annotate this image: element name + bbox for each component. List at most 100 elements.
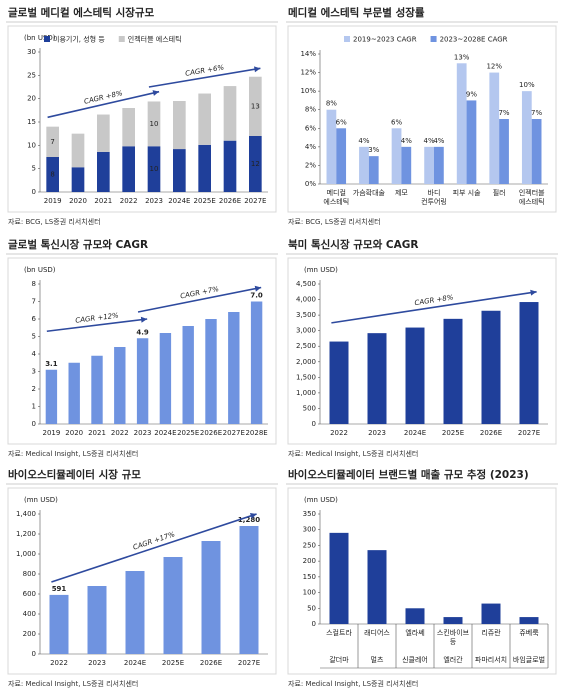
y-tick-label: 2,000	[296, 358, 316, 366]
y-tick-label: 1,000	[296, 389, 316, 397]
y-tick-label: 4%	[305, 143, 316, 151]
x-tick-label: 2024E	[124, 659, 146, 667]
data-label: 6%	[336, 118, 347, 126]
y-tick-label: 3	[32, 368, 36, 376]
x-tick-label: 2019	[42, 429, 60, 437]
y-tick-label: 50	[307, 604, 316, 612]
bar	[122, 146, 135, 192]
x-tick-label: 2023	[134, 429, 152, 437]
y-tick-label: 600	[23, 590, 36, 598]
y-tick-label: 350	[303, 510, 316, 518]
y-tick-label: 1,200	[16, 530, 36, 538]
x-tick-label: 2026E	[219, 197, 241, 205]
y-tick-label: 4,500	[296, 280, 316, 288]
bar	[367, 333, 387, 424]
bar	[250, 301, 263, 424]
bar	[46, 157, 59, 192]
y-tick-label: 200	[23, 630, 36, 638]
x-tick-label: 2025E	[194, 197, 216, 205]
data-label: 8	[50, 171, 54, 179]
y-tick-label: 2,500	[296, 342, 316, 350]
x-tick-label: 2021	[88, 429, 106, 437]
y-tick-label: 6%	[305, 124, 316, 132]
bar	[443, 617, 463, 624]
bar	[249, 76, 262, 136]
source: 자료: Medical Insight, LS증권 리서치센터	[8, 449, 138, 458]
y-tick-label: 10	[27, 141, 36, 149]
bar	[46, 126, 59, 157]
data-label: 1,280	[238, 516, 260, 524]
bar	[173, 101, 186, 150]
x-tick-label: 2026E	[480, 429, 502, 437]
y-tick-label: 5	[32, 165, 36, 173]
x-tick-label: 2024E	[168, 197, 190, 205]
y-tick-label: 0	[312, 420, 316, 428]
data-label: 4%	[433, 137, 444, 145]
x-tick-label: 2019	[44, 197, 62, 205]
x-tick-label: 2023	[368, 429, 386, 437]
y-tick-label: 30	[27, 48, 36, 56]
y-tick-label: 2%	[305, 161, 316, 169]
bar	[68, 362, 80, 424]
y-tick-label: 2	[32, 385, 36, 393]
cagr-label: CAGR +7%	[180, 285, 220, 301]
bar	[223, 140, 237, 192]
x-tick-label: 2025E	[442, 429, 464, 437]
x-tick-label: 필러	[493, 188, 506, 197]
source: 자료: BCG, LS증권 리서치센터	[8, 217, 101, 226]
y-axis-unit: (mn USD)	[24, 496, 58, 504]
y-tick-label: 800	[23, 570, 36, 578]
y-tick-label: 12%	[300, 69, 316, 77]
company-label: 파마리서치	[475, 655, 507, 664]
data-label: 7%	[498, 109, 509, 117]
bar	[329, 341, 349, 424]
bar	[519, 617, 539, 624]
data-label: 4.9	[136, 328, 149, 336]
y-tick-label: 25	[27, 71, 36, 79]
x-tick-label: 2027E	[244, 197, 266, 205]
bar	[71, 133, 85, 168]
x-tick-label: 쥬베룩	[519, 628, 539, 637]
y-tick-label: 0	[32, 188, 36, 196]
x-tick-label: 엘라쎄	[405, 628, 424, 637]
y-tick-label: 100	[303, 589, 316, 597]
bar	[326, 109, 337, 184]
y-tick-label: 300	[303, 526, 316, 534]
company-label: 신클레어	[402, 655, 428, 664]
legend-label: 2023~2028E CAGR	[440, 36, 508, 44]
x-tick-label: 메디컬 에스테틱	[323, 188, 349, 206]
bar	[249, 136, 262, 192]
x-tick-label: 2022	[111, 429, 129, 437]
chart-title: 북미 톡신시장 규모와 CAGR	[288, 238, 418, 251]
bar	[481, 310, 501, 424]
x-tick-label: 2026E	[200, 659, 222, 667]
cagr-arrowhead	[249, 513, 257, 519]
bar	[329, 532, 349, 624]
bar	[481, 603, 501, 624]
bar	[97, 151, 110, 192]
x-tick-label: 2020	[65, 429, 83, 437]
bar	[147, 101, 161, 147]
data-label: 13%	[454, 53, 470, 61]
data-label: 10	[150, 120, 159, 128]
x-tick-label: 2024E	[404, 429, 426, 437]
x-tick-label: 피부 시술	[453, 188, 482, 197]
bar	[91, 355, 103, 424]
x-tick-label: 2022	[330, 429, 348, 437]
plot-frame	[287, 25, 557, 213]
chart-title: 바이오스티뮬레이터 브랜드별 매출 규모 추정 (2023)	[288, 468, 529, 481]
bar	[359, 146, 369, 184]
y-tick-label: 4	[32, 350, 37, 358]
bar	[198, 93, 211, 145]
bar	[489, 72, 500, 184]
x-tick-label: 스킨바이브 등	[437, 628, 470, 646]
source: 자료: Medical Insight, LS증권 리서치센터	[288, 679, 418, 688]
cagr-label: CAGR +8%	[83, 89, 123, 106]
y-tick-label: 0	[312, 620, 316, 628]
bar	[125, 571, 145, 654]
bar	[71, 167, 85, 192]
data-label: 10	[150, 165, 159, 173]
cagr-arrowhead	[530, 289, 537, 296]
x-tick-label: 리쥬란	[481, 628, 501, 637]
